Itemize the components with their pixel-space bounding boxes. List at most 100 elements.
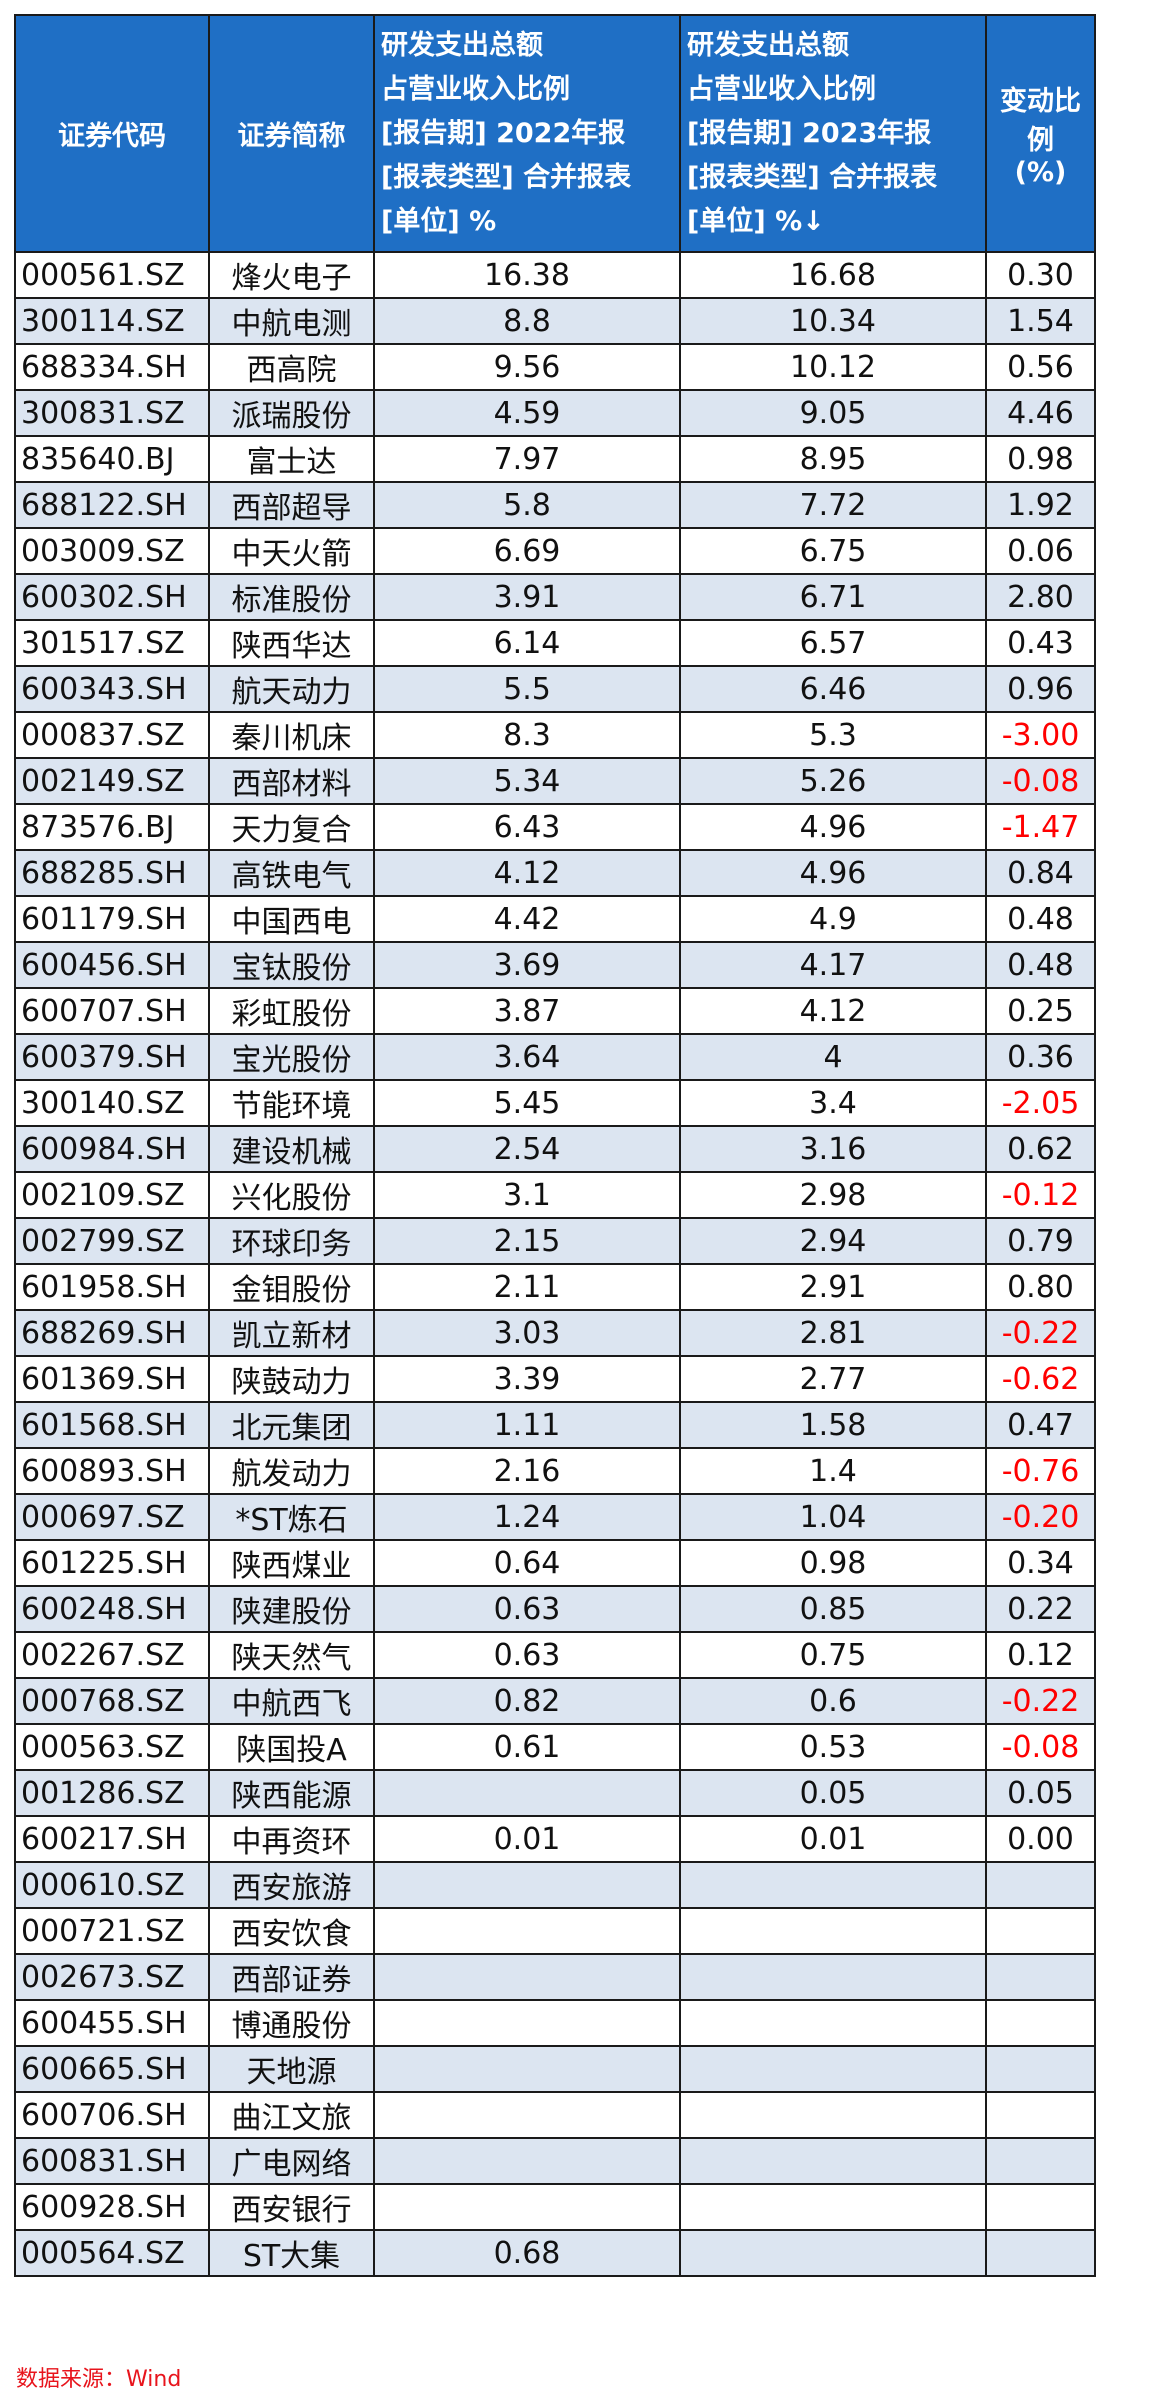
table-row: 600217.SH 中再资环 0.01 0.01 0.00 xyxy=(14,1815,1096,1863)
cell-name: 西安旅游 xyxy=(208,1861,375,1909)
cell-ratio-2023: 1.58 xyxy=(679,1401,987,1449)
cell-code: 002267.SZ xyxy=(14,1631,210,1679)
cell-ratio-2022: 2.16 xyxy=(373,1447,681,1495)
cell-ratio-2022: 6.69 xyxy=(373,527,681,575)
cell-name: 中天火箭 xyxy=(208,527,375,575)
cell-code: 600928.SH xyxy=(14,2183,210,2231)
table-row: 873576.BJ 天力复合 6.43 4.96 -1.47 xyxy=(14,803,1096,851)
cell-ratio-2023: 5.3 xyxy=(679,711,987,759)
table-row: 600928.SH 西安银行 xyxy=(14,2183,1096,2231)
cell-code: 601568.SH xyxy=(14,1401,210,1449)
table-row: 300114.SZ 中航电测 8.8 10.34 1.54 xyxy=(14,297,1096,345)
cell-name: ST大集 xyxy=(208,2229,375,2277)
cell-ratio-2023: 0.75 xyxy=(679,1631,987,1679)
cell-ratio-2023: 2.77 xyxy=(679,1355,987,1403)
cell-ratio-2022 xyxy=(373,2183,681,2231)
cell-name: 北元集团 xyxy=(208,1401,375,1449)
header-2023-line: [单位] %↓ xyxy=(687,205,825,237)
cell-change: 0.79 xyxy=(985,1217,1096,1265)
cell-name: 航发动力 xyxy=(208,1447,375,1495)
cell-ratio-2022: 3.64 xyxy=(373,1033,681,1081)
cell-ratio-2023: 1.04 xyxy=(679,1493,987,1541)
cell-ratio-2022 xyxy=(373,2137,681,2185)
cell-ratio-2023: 6.71 xyxy=(679,573,987,621)
cell-change: -2.05 xyxy=(985,1079,1096,1127)
cell-code: 000837.SZ xyxy=(14,711,210,759)
cell-ratio-2022: 0.82 xyxy=(373,1677,681,1725)
cell-change: -0.76 xyxy=(985,1447,1096,1495)
cell-change xyxy=(985,2137,1096,2185)
cell-code: 000610.SZ xyxy=(14,1861,210,1909)
table-row: 003009.SZ 中天火箭 6.69 6.75 0.06 xyxy=(14,527,1096,575)
cell-change xyxy=(985,1907,1096,1955)
cell-code: 000768.SZ xyxy=(14,1677,210,1725)
table-row: 600302.SH 标准股份 3.91 6.71 2.80 xyxy=(14,573,1096,621)
cell-change: -0.20 xyxy=(985,1493,1096,1541)
cell-code: 688122.SH xyxy=(14,481,210,529)
cell-ratio-2022: 5.34 xyxy=(373,757,681,805)
table-row: 600984.SH 建设机械 2.54 3.16 0.62 xyxy=(14,1125,1096,1173)
cell-change xyxy=(985,2045,1096,2093)
cell-code: 873576.BJ xyxy=(14,803,210,851)
cell-name: 陕国投A xyxy=(208,1723,375,1771)
table-header: 证券代码 证券简称 研发支出总额 占营业收入比例 [报告期] 2022年报 [报… xyxy=(14,14,1096,253)
cell-code: 300114.SZ xyxy=(14,297,210,345)
table-row: 002149.SZ 西部材料 5.34 5.26 -0.08 xyxy=(14,757,1096,805)
cell-name: 秦川机床 xyxy=(208,711,375,759)
cell-name: 兴化股份 xyxy=(208,1171,375,1219)
cell-name: 陕西能源 xyxy=(208,1769,375,1817)
cell-code: 600217.SH xyxy=(14,1815,210,1863)
cell-change: 1.54 xyxy=(985,297,1096,345)
cell-code: 688269.SH xyxy=(14,1309,210,1357)
cell-code: 000697.SZ xyxy=(14,1493,210,1541)
header-2023-line: 占营业收入比例 xyxy=(687,73,876,105)
cell-code: 000561.SZ xyxy=(14,251,210,299)
cell-ratio-2022: 8.3 xyxy=(373,711,681,759)
cell-ratio-2022 xyxy=(373,2045,681,2093)
cell-name: 宝光股份 xyxy=(208,1033,375,1081)
cell-ratio-2022: 6.14 xyxy=(373,619,681,667)
table-row: 600248.SH 陕建股份 0.63 0.85 0.22 xyxy=(14,1585,1096,1633)
cell-code: 600665.SH xyxy=(14,2045,210,2093)
cell-change xyxy=(985,1861,1096,1909)
header-2022: 研发支出总额 占营业收入比例 [报告期] 2022年报 [报表类型] 合并报表 … xyxy=(373,14,681,253)
cell-ratio-2022: 3.39 xyxy=(373,1355,681,1403)
cell-code: 001286.SZ xyxy=(14,1769,210,1817)
cell-code: 003009.SZ xyxy=(14,527,210,575)
cell-name: 西部超导 xyxy=(208,481,375,529)
cell-change: -0.12 xyxy=(985,1171,1096,1219)
cell-ratio-2023 xyxy=(679,2229,987,2277)
cell-name: 派瑞股份 xyxy=(208,389,375,437)
cell-ratio-2023: 8.95 xyxy=(679,435,987,483)
cell-change: -0.22 xyxy=(985,1309,1096,1357)
cell-change: 4.46 xyxy=(985,389,1096,437)
cell-ratio-2022: 3.03 xyxy=(373,1309,681,1357)
cell-name: 天力复合 xyxy=(208,803,375,851)
cell-ratio-2023: 10.34 xyxy=(679,297,987,345)
table-row: 601568.SH 北元集团 1.11 1.58 0.47 xyxy=(14,1401,1096,1449)
cell-ratio-2022: 3.1 xyxy=(373,1171,681,1219)
cell-name: 陕建股份 xyxy=(208,1585,375,1633)
cell-ratio-2023: 16.68 xyxy=(679,251,987,299)
table-row: 000610.SZ 西安旅游 xyxy=(14,1861,1096,1909)
cell-ratio-2022: 8.8 xyxy=(373,297,681,345)
cell-name: 陕鼓动力 xyxy=(208,1355,375,1403)
header-2022-line: [单位] % xyxy=(381,205,497,237)
cell-name: 宝钛股份 xyxy=(208,941,375,989)
table-row: 600706.SH 曲江文旅 xyxy=(14,2091,1096,2139)
cell-ratio-2023: 0.85 xyxy=(679,1585,987,1633)
cell-code: 000563.SZ xyxy=(14,1723,210,1771)
cell-ratio-2022: 3.69 xyxy=(373,941,681,989)
cell-code: 300140.SZ xyxy=(14,1079,210,1127)
cell-code: 600456.SH xyxy=(14,941,210,989)
cell-change xyxy=(985,2091,1096,2139)
table-row: 601225.SH 陕西煤业 0.64 0.98 0.34 xyxy=(14,1539,1096,1587)
cell-code: 835640.BJ xyxy=(14,435,210,483)
cell-name: 西部材料 xyxy=(208,757,375,805)
cell-ratio-2022: 0.64 xyxy=(373,1539,681,1587)
table-row: 600343.SH 航天动力 5.5 6.46 0.96 xyxy=(14,665,1096,713)
cell-name: 广电网络 xyxy=(208,2137,375,2185)
cell-ratio-2022 xyxy=(373,1999,681,2047)
cell-ratio-2023: 4 xyxy=(679,1033,987,1081)
cell-change: 0.22 xyxy=(985,1585,1096,1633)
